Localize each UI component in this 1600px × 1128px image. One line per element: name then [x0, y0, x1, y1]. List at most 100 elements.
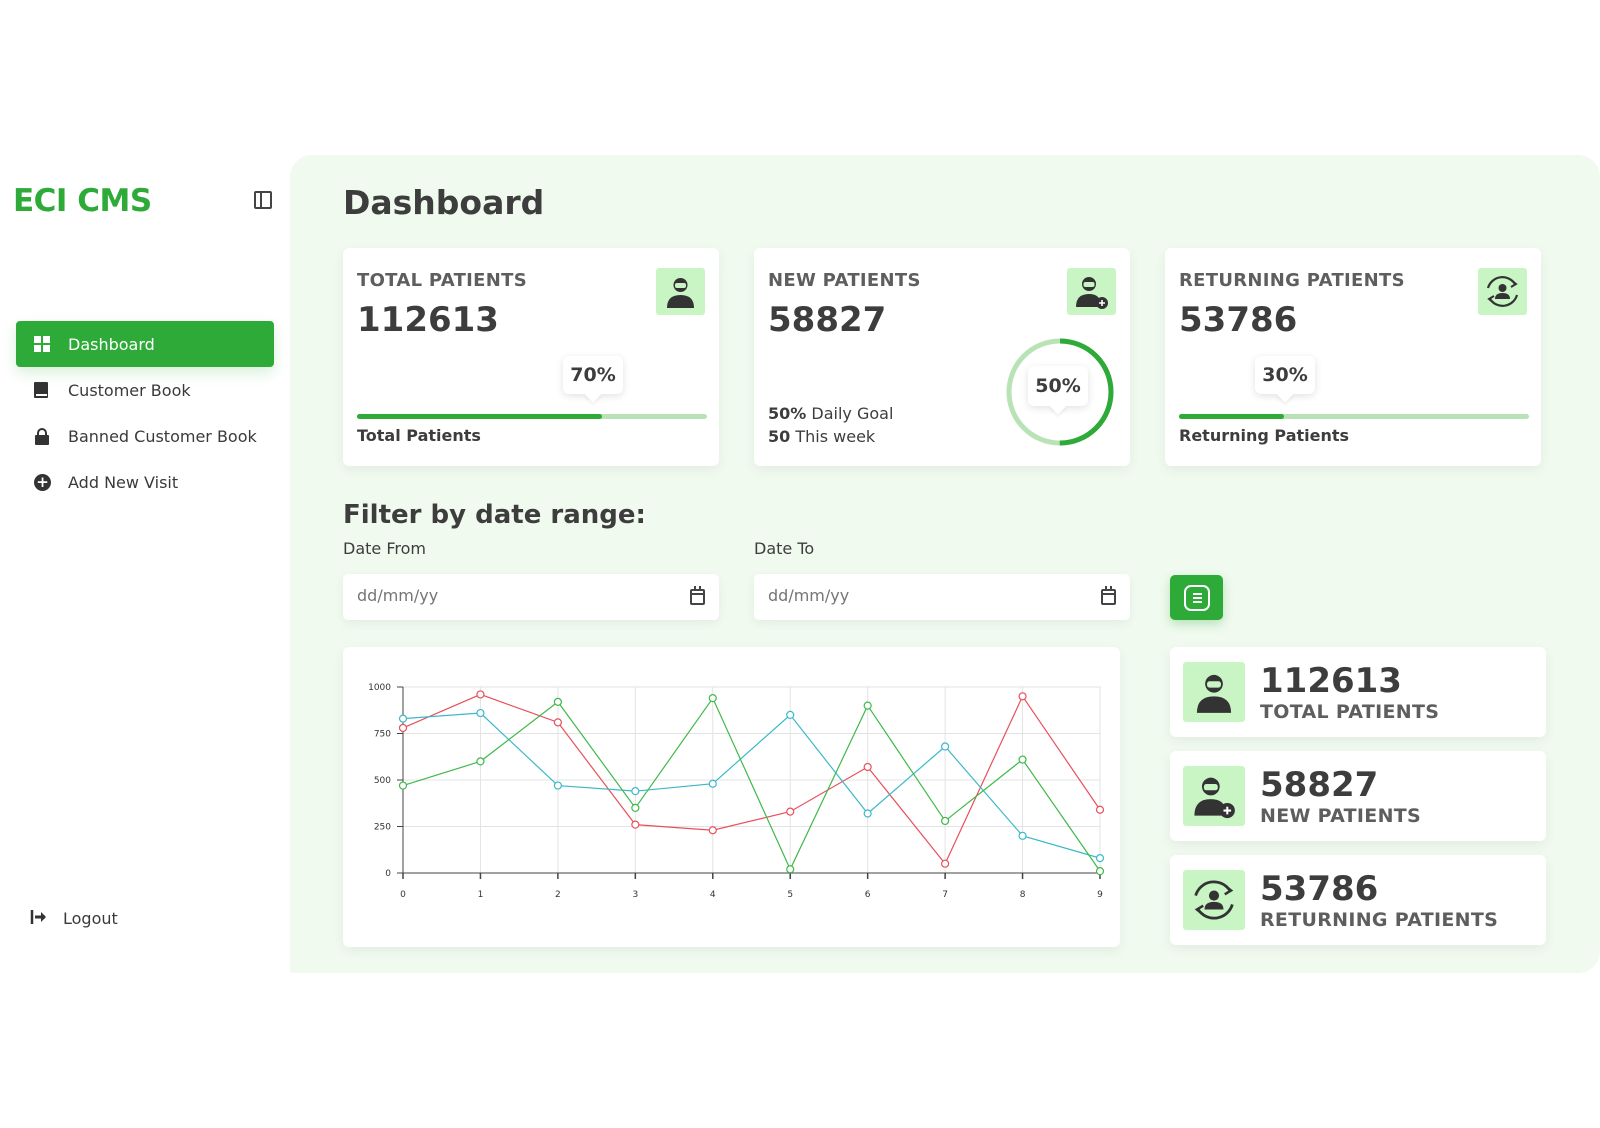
- data-point: [1018, 692, 1027, 701]
- date-from-field[interactable]: [343, 574, 719, 620]
- returning-patients-card: RETURNING PATIENTS 53786 30% Returning P…: [1165, 248, 1541, 466]
- sidebar-item-label: Banned Customer Book: [68, 426, 257, 446]
- filter-heading: Filter by date range:: [343, 500, 646, 530]
- main-content: Dashboard TOTAL PATIENTS 112613 70% Tota…: [290, 155, 1600, 973]
- x-tick-label: 5: [787, 890, 793, 900]
- date-from-input[interactable]: [357, 586, 657, 605]
- data-point: [1018, 831, 1027, 840]
- data-point: [553, 697, 562, 706]
- x-tick-label: 1: [478, 890, 484, 900]
- x-tick-label: 6: [865, 890, 871, 900]
- data-point: [553, 718, 562, 727]
- progress-percent-bubble: 70%: [563, 356, 623, 394]
- goal-text: 50% Daily Goal 50 This week: [768, 402, 893, 448]
- app-window: ECI CMS Dashboard Customer Book Banned C…: [0, 155, 1600, 973]
- summary-card-returning: 53786 RETURNING PATIENTS: [1170, 855, 1546, 945]
- progress-bar: [357, 414, 707, 419]
- x-tick-label: 9: [1097, 890, 1103, 900]
- data-point: [708, 694, 717, 703]
- x-tick-label: 2: [555, 890, 561, 900]
- summary-value: 112613: [1260, 661, 1402, 701]
- sidebar-item-label: Dashboard: [68, 334, 155, 354]
- data-point: [941, 816, 950, 826]
- returning-patient-icon: [1183, 870, 1245, 930]
- progress-caption: Returning Patients: [1179, 426, 1350, 445]
- data-point: [1018, 755, 1027, 764]
- data-point: [553, 781, 562, 790]
- stat-label: NEW PATIENTS: [768, 270, 921, 291]
- patient-icon: [1183, 662, 1245, 722]
- lock-icon: [34, 428, 50, 445]
- y-tick-label: 750: [374, 730, 391, 740]
- data-point: [631, 820, 640, 829]
- sidebar-item-add-new-visit[interactable]: + Add New Visit: [16, 459, 274, 505]
- summary-value: 53786: [1260, 869, 1379, 909]
- returning-patient-icon: [1478, 268, 1527, 315]
- sidebar-item-customer-book[interactable]: Customer Book: [16, 367, 274, 413]
- app-logo: ECI CMS: [13, 183, 152, 219]
- data-point: [863, 762, 872, 772]
- x-tick-label: 8: [1020, 890, 1026, 900]
- data-point: [476, 708, 485, 718]
- sidebar-item-dashboard[interactable]: Dashboard: [16, 321, 274, 367]
- apply-filter-button[interactable]: [1170, 575, 1223, 620]
- book-icon: [34, 382, 48, 398]
- logout-icon: [30, 910, 46, 924]
- summary-card-new: 58827 NEW PATIENTS: [1170, 751, 1546, 841]
- x-tick-label: 0: [400, 890, 406, 900]
- y-tick-label: 500: [374, 776, 391, 786]
- series-line-1: [402, 712, 1101, 859]
- y-tick-label: 250: [374, 823, 391, 833]
- calendar-icon[interactable]: [1101, 586, 1116, 605]
- summary-value: 58827: [1260, 765, 1379, 805]
- week-label: This week: [795, 427, 876, 446]
- progress-bar: [1179, 414, 1529, 419]
- new-patient-icon: [1183, 766, 1245, 826]
- date-to-input[interactable]: [768, 586, 1068, 605]
- data-point: [631, 803, 640, 812]
- data-point: [398, 714, 408, 723]
- data-point: [476, 690, 485, 699]
- sidebar-item-label: Customer Book: [68, 380, 191, 400]
- logout-button[interactable]: Logout: [30, 905, 118, 931]
- sidebar-item-banned-customer-book[interactable]: Banned Customer Book: [16, 413, 274, 459]
- summary-label: RETURNING PATIENTS: [1260, 909, 1499, 931]
- progress-fill: [357, 414, 602, 419]
- patients-line-chart: 0 250 500 750 1000 0 1 2 3 4 5 6 7 8 9: [343, 647, 1120, 947]
- dashboard-grid-icon: [34, 336, 50, 352]
- date-from-label: Date From: [343, 539, 426, 558]
- stat-label: TOTAL PATIENTS: [357, 270, 527, 291]
- new-patients-card: NEW PATIENTS 58827 50% Daily Goal 50 Thi…: [754, 248, 1130, 466]
- sidebar-toggle-icon[interactable]: [254, 191, 272, 209]
- calendar-icon[interactable]: [690, 586, 705, 605]
- data-point: [863, 809, 872, 818]
- sidebar: ECI CMS Dashboard Customer Book Banned C…: [0, 155, 290, 973]
- logout-label: Logout: [63, 908, 118, 928]
- data-point: [941, 742, 950, 751]
- sidebar-item-label: Add New Visit: [68, 472, 179, 492]
- x-tick-label: 3: [632, 890, 638, 900]
- goal-percent: 50%: [768, 404, 807, 423]
- data-point: [708, 826, 717, 835]
- y-tick-label: 1000: [368, 683, 391, 693]
- progress-percent-bubble: 30%: [1255, 356, 1315, 394]
- summary-label: TOTAL PATIENTS: [1260, 701, 1440, 723]
- data-point: [1095, 805, 1105, 814]
- stat-value: 53786: [1179, 300, 1298, 340]
- line-chart-svg: 0 250 500 750 1000 0 1 2 3 4 5 6 7 8 9: [368, 683, 1105, 900]
- progress-caption: Total Patients: [357, 426, 481, 445]
- stat-label: RETURNING PATIENTS: [1179, 270, 1405, 291]
- data-point: [786, 865, 795, 874]
- x-tick-label: 4: [710, 890, 716, 900]
- date-to-field[interactable]: [754, 574, 1130, 620]
- new-patient-icon: [1067, 268, 1116, 315]
- goal-label: Daily Goal: [811, 404, 894, 423]
- document-icon: [1184, 585, 1210, 611]
- stat-value: 58827: [768, 300, 887, 340]
- add-circle-icon: +: [34, 474, 51, 491]
- date-to-label: Date To: [754, 539, 815, 558]
- x-tick-label: 7: [942, 890, 948, 900]
- data-point: [398, 781, 408, 790]
- sidebar-nav: Dashboard Customer Book Banned Customer …: [16, 321, 274, 505]
- data-point: [631, 787, 640, 796]
